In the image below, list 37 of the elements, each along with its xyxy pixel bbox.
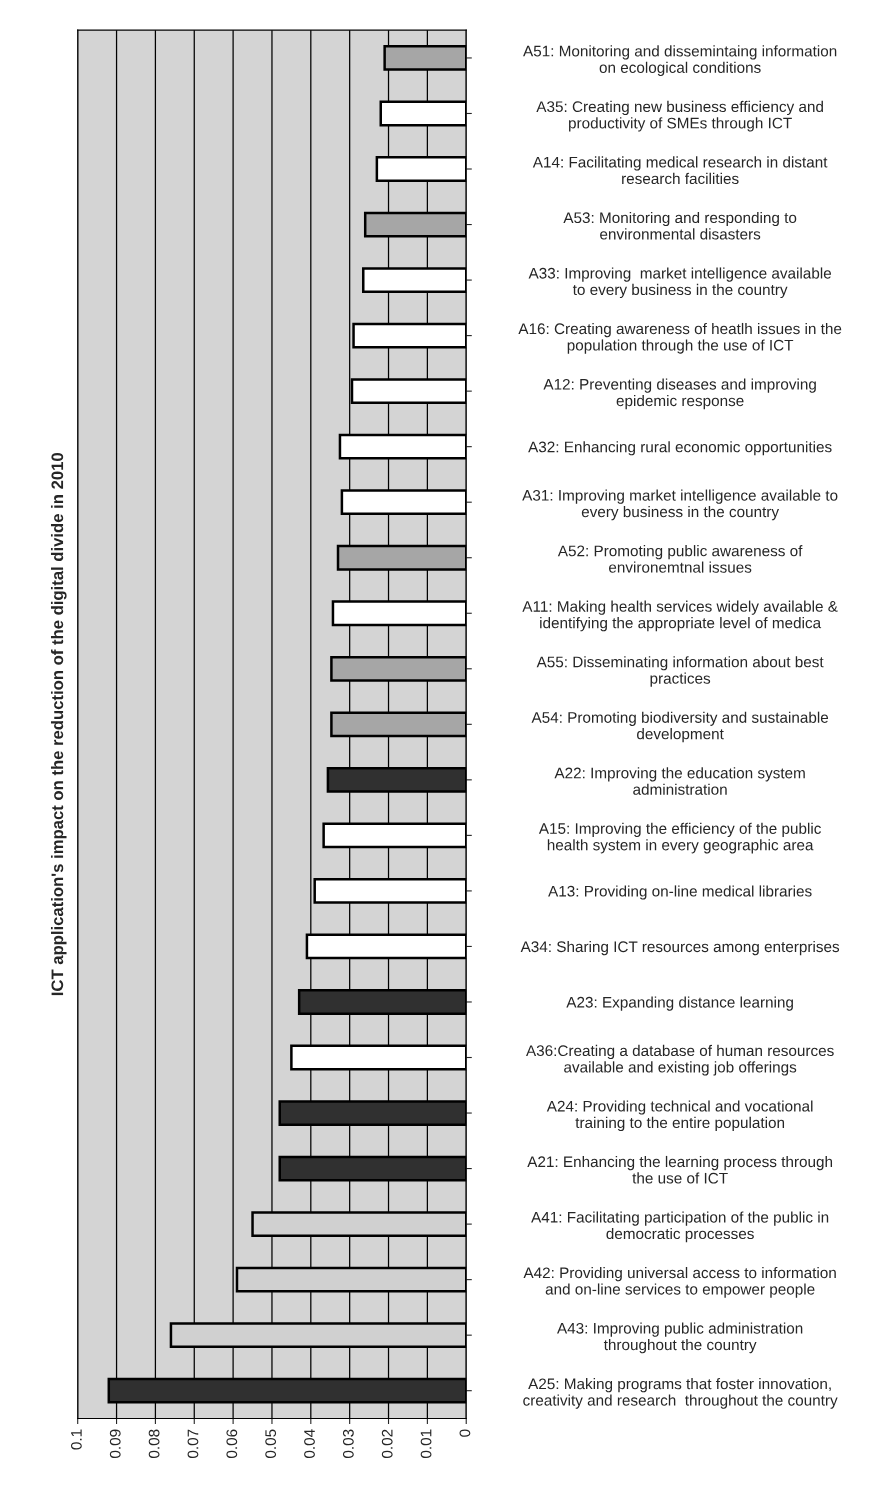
x-tick-label: 0.04 (304, 1429, 315, 1459)
y-tick-label: A25: Making programs that foster innovation, creativity and research throughout the country (523, 1378, 838, 1409)
y-tick-label: A21: Enhancing the learning process through the use of ICT (527, 1155, 833, 1184)
x-tick-label: 0 (459, 1429, 471, 1437)
y-tick-label: A22: Improving the education system administration (554, 767, 805, 795)
y-tick-label: A34: Sharing ICT resources among enterprises (520, 940, 840, 956)
x-tick-label: 0.09 (109, 1429, 121, 1459)
x-tick-label: 0.05 (265, 1429, 277, 1459)
y-tick-label: A53: Monitoring and responding to environmental disasters (563, 211, 797, 240)
y-tick-label: A16: Creating awareness of heatlh issues in the population through the use of ICT (518, 322, 842, 354)
y-tick-label: A32: Enhancing rural economic opportunities (528, 441, 832, 456)
x-tick-label: 0.08 (148, 1429, 160, 1459)
x-tick-label: 0.02 (381, 1429, 393, 1459)
y-tick-label: A23: Expanding distance learning (566, 996, 793, 1011)
y-tick-label: A35: Creating new business efficiency and productivity of SMEs through ICT (536, 100, 823, 132)
y-tick-label: A24: Providing technical and vocational training to the entire population (546, 1100, 813, 1132)
y-tick-label: A42: Providing universal access to information and on-line services to empower people (523, 1266, 836, 1298)
y-tick-label: A15: Improving the efficiency of the public health system in every geographic area (538, 822, 821, 854)
y-axis-title: ICT application's impact on the reduction of the digital divide in 2010 (50, 453, 67, 996)
x-tick-label: 0.03 (342, 1429, 354, 1459)
x-tick-label: 0.1 (70, 1429, 82, 1450)
y-tick-label: A36:Creating a database of human resources available and existing job offerings (526, 1044, 834, 1076)
y-tick-label: A43: Improving public administration throughout the country (557, 1322, 803, 1354)
y-tick-label: A52: Promoting public awareness of environemtnal issues (557, 545, 803, 573)
y-tick-label: A54: Promoting biodiversity and sustainable development (531, 711, 829, 743)
y-tick-label: A11: Making health services widely available & identifying the appropriate level of medica (522, 600, 838, 632)
y-tick-label: A12: Preventing diseases and improving epidemic response (543, 378, 816, 410)
y-tick-label: A51: Monitoring and dissemintaing information on ecological conditions (523, 45, 837, 76)
y-tick-label: A55: Disseminating information about best practices (536, 656, 824, 687)
y-tick-label: A31: Improving market intelligence available to every business in the country (522, 489, 838, 521)
y-tick-label: A14: Facilitating medical research in distant research facilities (532, 156, 828, 185)
x-tick-label: 0.01 (420, 1429, 432, 1459)
x-tick-label: 0.07 (187, 1429, 199, 1459)
x-tick-label: 0.06 (226, 1429, 238, 1459)
y-tick-label: A33: Improving market intelligence available to every business in the country (528, 267, 832, 299)
y-tick-label: A13: Providing on-line medical libraries (548, 885, 812, 900)
y-tick-label: A41: Facilitating participation of the public in democratic processes (531, 1211, 829, 1243)
